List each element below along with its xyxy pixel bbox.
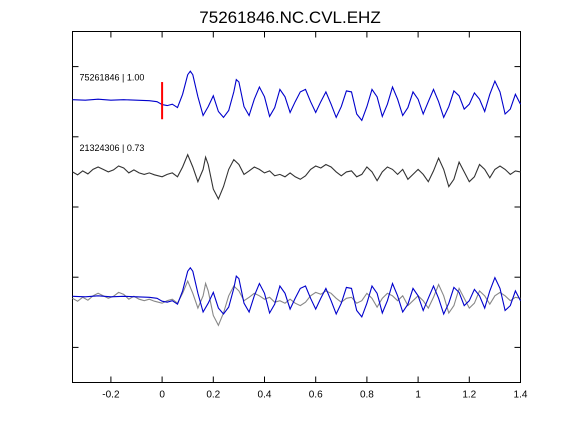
y-ticks [72,66,521,348]
x-tick-label: 0 [159,390,165,401]
x-tick-label: 0.8 [360,390,374,401]
trace-labels: 75261846 | 1.00 21324306 | 0.73 [80,73,145,153]
trace-line-3 [72,279,521,327]
x-tick-label: 0.6 [309,390,323,401]
x-tick-label: 1.4 [514,390,528,401]
plot-frame [72,31,521,383]
x-tick-label: 0.4 [258,390,272,401]
x-tick-label: 1.2 [462,390,476,401]
trace-line-2 [72,266,521,319]
trace-line-1 [72,153,521,201]
traces [72,70,521,327]
trace-line-0 [72,70,521,122]
x-tick-label: 1 [415,390,421,401]
trace-label: 75261846 | 1.00 [80,73,145,83]
x-ticks: -0.2 0 0.2 0.4 0.6 0.8 1 1.2 1.4 [102,31,528,401]
x-tick-label: -0.2 [102,390,120,401]
x-tick-label: 0.2 [206,390,220,401]
trace-label: 21324306 | 0.73 [80,143,145,153]
chart-title: 75261846.NC.CVL.EHZ [199,8,380,27]
